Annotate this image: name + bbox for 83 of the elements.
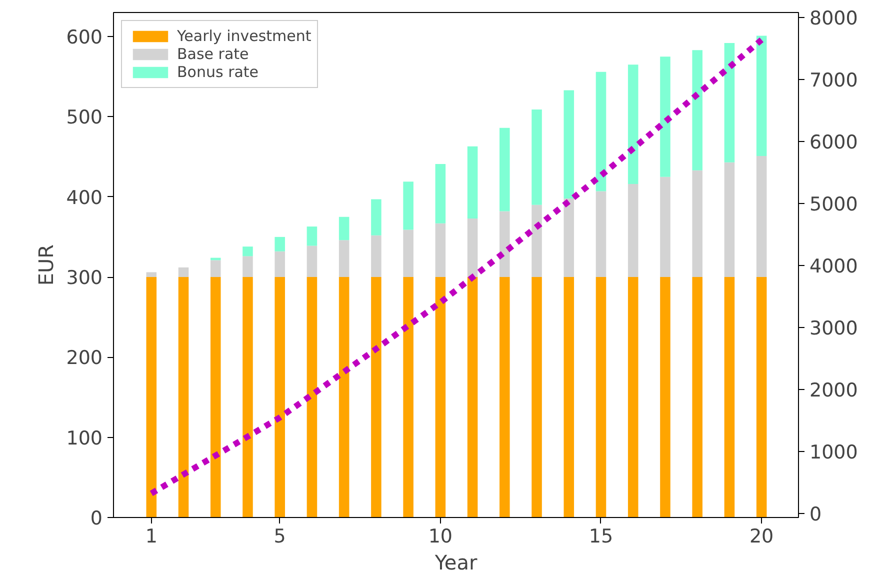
bar xyxy=(178,277,189,518)
legend-label: Base rate xyxy=(177,45,249,63)
bar xyxy=(146,277,157,518)
bar xyxy=(564,90,574,198)
x-tick-label: 5 xyxy=(274,526,286,548)
bar xyxy=(242,256,253,278)
y2-tick-label: 8000 xyxy=(810,7,858,30)
bar xyxy=(532,204,542,278)
y-tick-label: 500 xyxy=(66,106,102,129)
y2-tick-label: 0 xyxy=(810,503,822,526)
bar xyxy=(660,277,670,518)
bar xyxy=(274,236,285,252)
bar xyxy=(371,235,382,278)
bar xyxy=(660,176,670,278)
bar xyxy=(692,277,702,518)
bar xyxy=(467,146,478,219)
bar xyxy=(146,272,157,278)
y2-tick-label: 7000 xyxy=(810,69,858,92)
y-tick-label: 600 xyxy=(66,26,102,49)
bar xyxy=(596,191,606,278)
y2-tick-label: 4000 xyxy=(810,255,858,278)
bar xyxy=(242,246,253,256)
bar xyxy=(435,223,446,278)
bar xyxy=(371,277,382,518)
bar xyxy=(724,277,735,518)
y2-tick-label: 1000 xyxy=(810,441,858,464)
bar xyxy=(628,64,638,184)
bar xyxy=(532,109,542,205)
x-tick-label: 10 xyxy=(428,526,453,548)
y-tick-label: 400 xyxy=(66,186,102,209)
bar xyxy=(274,251,285,278)
bar xyxy=(403,230,414,278)
x-tick-label: 15 xyxy=(588,526,614,548)
bar xyxy=(756,156,767,278)
y-tick-label: 200 xyxy=(66,347,102,370)
x-tick-label: 20 xyxy=(749,526,774,548)
bar xyxy=(756,277,767,518)
bar xyxy=(628,277,638,518)
bar xyxy=(467,218,478,278)
x-tick-label: 1 xyxy=(145,526,158,548)
bar xyxy=(724,162,735,278)
bar xyxy=(628,184,638,278)
bar xyxy=(338,216,350,240)
y2-tick-label: 3000 xyxy=(810,317,858,340)
bar xyxy=(596,72,606,192)
bar xyxy=(338,240,350,278)
bar xyxy=(306,246,318,278)
bar xyxy=(500,211,510,278)
y-tick-label: 300 xyxy=(66,267,102,290)
bar xyxy=(596,277,606,518)
y2-tick-label: 2000 xyxy=(810,379,858,402)
bar xyxy=(500,277,510,518)
y2-tick-label: 5000 xyxy=(810,193,858,216)
y-tick-label: 100 xyxy=(66,427,102,450)
bar xyxy=(724,42,735,162)
y2-tick-label: 6000 xyxy=(810,131,858,154)
bar xyxy=(242,277,253,518)
bar xyxy=(274,277,285,518)
bar xyxy=(210,260,221,278)
bar xyxy=(403,182,414,230)
legend-label: Yearly investment xyxy=(177,27,312,45)
bar xyxy=(692,50,702,170)
bar xyxy=(564,198,574,278)
bar xyxy=(403,277,414,518)
bar xyxy=(564,277,574,518)
bar xyxy=(435,277,446,518)
bar xyxy=(500,128,510,212)
legend-label: Bonus rate xyxy=(177,63,259,81)
bar xyxy=(467,277,478,518)
bar xyxy=(210,277,221,518)
bar xyxy=(692,170,702,278)
bar xyxy=(371,199,382,236)
bar xyxy=(178,267,189,278)
bar xyxy=(306,277,318,518)
y-tick-label: 0 xyxy=(90,508,103,530)
bar xyxy=(306,226,318,246)
bar xyxy=(660,56,670,177)
bar xyxy=(532,277,542,518)
bar xyxy=(756,36,767,156)
bar xyxy=(338,277,350,518)
x-axis-title: Year xyxy=(434,550,478,574)
bar xyxy=(435,164,446,224)
y-axis-title: EUR xyxy=(34,244,58,286)
